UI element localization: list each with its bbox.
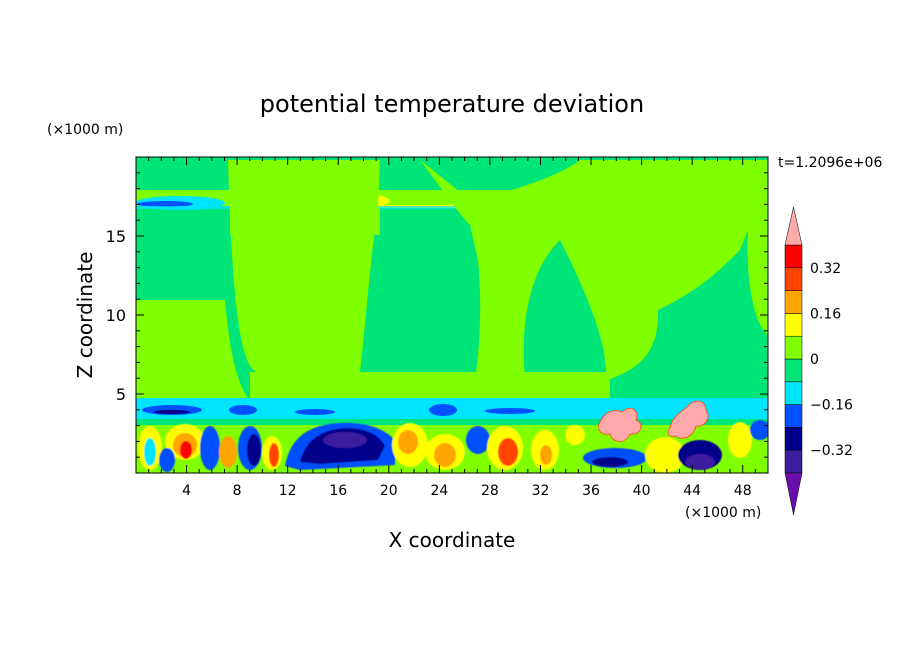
field-region [429,404,457,416]
field-region [540,445,552,465]
field-region [180,441,192,459]
field-region [592,457,628,467]
field-region [219,436,237,468]
colorbar-tick-label: 0 [810,352,819,368]
field-region [230,208,380,235]
x-tick-label: 48 [734,483,752,499]
colorbar-lower-extend [784,472,803,516]
y-axis: 5 10 15 [106,172,768,458]
y-tick-label: 5 [116,385,126,404]
field-region [420,160,768,385]
x-unit-label: (×1000 m) [685,505,761,521]
field-region [434,443,456,467]
colorbar-band [784,313,803,337]
field-region [229,405,257,415]
colorbar-upper-extend [784,206,803,246]
field-region [269,443,279,467]
colorbar-band [784,404,803,428]
plot-area [136,157,768,473]
field-region [137,201,193,207]
field-region [228,160,380,372]
y-unit-label: (×1000 m) [47,122,123,138]
y-tick-label: 10 [106,306,126,325]
field-region [136,300,250,400]
colorbar-band [784,244,803,269]
y-axis-label: Z coordinate [73,252,97,379]
field-region [200,426,220,470]
x-tick-label: 12 [279,483,297,499]
x-tick-label: 40 [633,483,651,499]
field-region [136,419,768,425]
x-axis: 4 8 12 16 20 24 28 32 36 40 44 48 [148,157,756,499]
x-tick-label: 8 [233,483,242,499]
x-tick-label: 36 [582,483,600,499]
time-label: t=1.2096e+06 [778,155,882,171]
colorbar-band [784,335,803,360]
field-region [750,420,768,440]
field-region [159,448,175,472]
colorbar-tick-label: −0.32 [810,443,853,459]
field-region [598,407,642,442]
x-tick-label: 24 [430,483,448,499]
field-region [154,410,190,414]
x-tick-label: 32 [532,483,550,499]
field-region [250,372,610,400]
field-region [485,408,535,414]
colorbar-tick-label: −0.16 [810,398,853,414]
field-region [728,422,752,458]
x-tick-label: 44 [683,483,701,499]
y-tick-label: 15 [106,227,126,246]
field-region [136,206,768,209]
x-tick-label: 28 [481,483,499,499]
field-region [247,434,261,466]
field-region [144,438,156,466]
field-region [323,432,367,448]
colorbar-band [784,267,803,291]
colorbar-tick-label: 0.32 [810,261,841,277]
colorbar-band [784,290,803,314]
colorbar-band [784,427,803,451]
colorbar-band [784,449,803,474]
x-tick-label: 16 [329,483,347,499]
field-region [645,437,685,473]
field-region [466,426,490,454]
colorbar-tick-label: 0.16 [810,306,841,322]
x-tick-label: 20 [380,483,398,499]
field-region [295,409,335,415]
field-region [600,285,768,400]
field-region [565,425,585,445]
colorbar-band [784,358,803,383]
field-region [667,400,709,439]
field-region [498,438,518,466]
field-region [398,430,418,454]
x-tick-label: 4 [182,483,191,499]
x-axis-label: X coordinate [389,528,516,552]
field-region [685,454,715,470]
colorbar: 0.32 0.16 0 −0.16 −0.32 [784,206,853,516]
colorbar-band [784,381,803,405]
chart-title: potential temperature deviation [260,90,644,118]
